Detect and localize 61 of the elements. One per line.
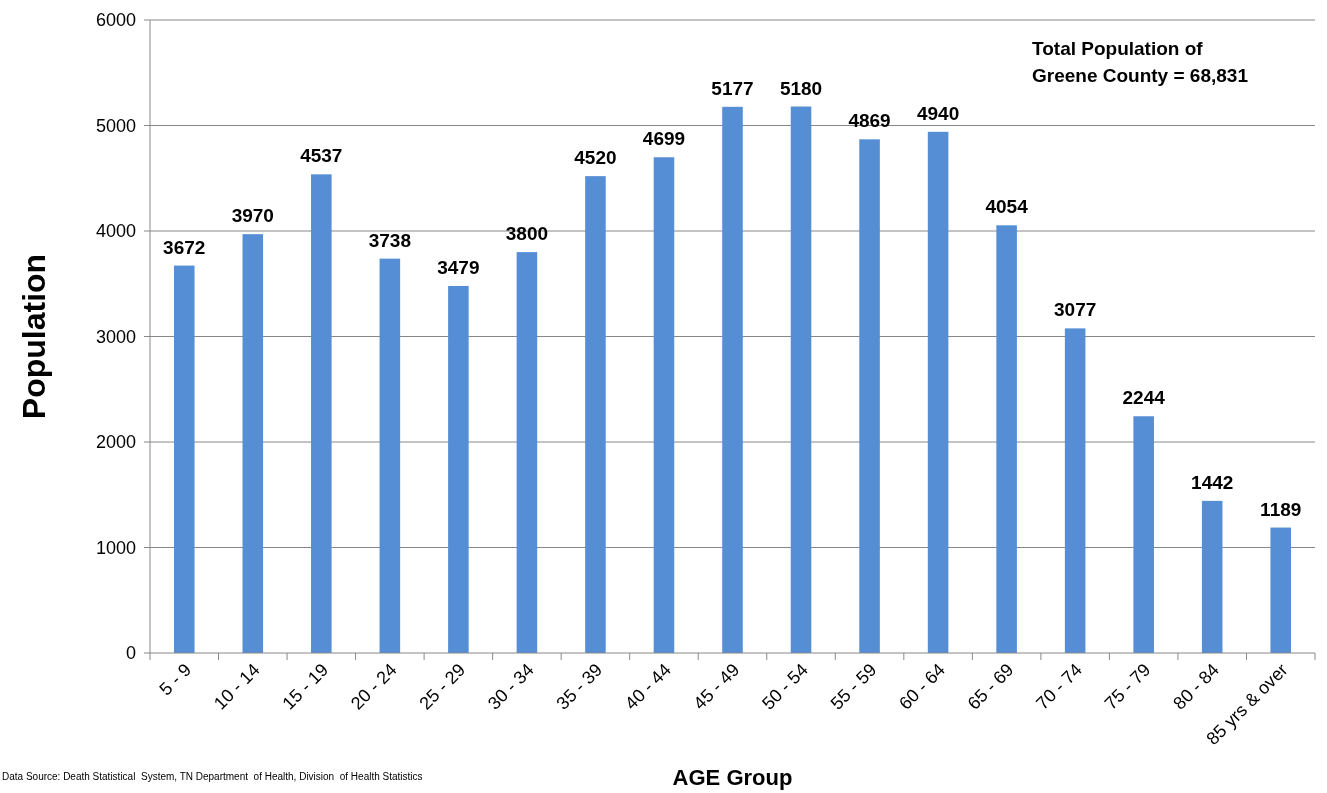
y-tick-label: 0: [125, 643, 136, 664]
x-tick-label: 55 - 59: [826, 659, 881, 714]
data-label: 3800: [505, 223, 549, 245]
bar: [311, 174, 332, 653]
x-tick-label: 60 - 64: [895, 659, 949, 714]
x-tick-label: 50 - 54: [758, 659, 812, 714]
data-label: 3479: [437, 256, 480, 278]
data-label: 3077: [1054, 299, 1097, 321]
bar: [790, 106, 812, 653]
y-tick-label: 5000: [95, 115, 136, 136]
x-tick-label: 40 - 44: [621, 659, 675, 714]
data-label: 4537: [300, 145, 343, 167]
bar: [927, 131, 949, 653]
x-tick-label: 35 - 39: [552, 659, 607, 714]
data-label: 3970: [231, 205, 274, 227]
data-label: 5177: [711, 77, 754, 99]
data-label: 4699: [642, 128, 686, 150]
x-tick-label: 65 - 69: [963, 659, 1018, 714]
bar: [242, 234, 264, 653]
bar: [516, 252, 538, 653]
y-tick-label: 6000: [95, 10, 136, 31]
x-tick-label: 20 - 24: [346, 659, 401, 714]
data-label: 5180: [779, 77, 823, 99]
source-note: Data Source: Death Statistical System, TN Department of Health, Division of Health Statistics: [2, 771, 423, 782]
x-tick-label: 10 - 14: [209, 659, 264, 714]
data-label: 4869: [848, 110, 891, 132]
x-tick-label: 15 - 19: [278, 659, 333, 714]
bar: [1064, 328, 1086, 653]
x-axis-title: AGE Group: [672, 765, 793, 790]
bar: [653, 157, 675, 653]
x-tick-label: 45 - 49: [689, 659, 744, 714]
x-tick-label: 75 - 79: [1100, 659, 1155, 714]
bar: [379, 258, 401, 653]
bar: [1201, 500, 1223, 653]
data-label: 1189: [1260, 498, 1302, 520]
data-label: 4054: [985, 196, 1029, 218]
x-tick-label: 70 - 74: [1032, 659, 1086, 714]
bar: [1270, 527, 1292, 653]
data-label: 2244: [1122, 387, 1166, 409]
annotation: Total Population of Greene County = 68,831: [1032, 38, 1249, 86]
bar: [722, 106, 743, 653]
y-tick-label: 3000: [95, 326, 136, 347]
bar: [859, 139, 880, 653]
bar: [173, 265, 195, 653]
x-tick-label: 30 - 34: [483, 659, 538, 714]
bar: [585, 176, 606, 653]
data-label: 3672: [163, 236, 206, 258]
x-tick-label: 80 - 84: [1169, 659, 1224, 714]
bar: [1133, 416, 1154, 653]
data-label: 4940: [916, 102, 960, 124]
bar: [996, 225, 1017, 653]
data-label: 4520: [574, 147, 617, 169]
y-axis-title: Population: [16, 253, 52, 420]
bar: [448, 285, 469, 653]
data-label: 1442: [1191, 471, 1234, 493]
y-tick-label: 4000: [95, 221, 136, 242]
x-tick-label: 5 - 9: [155, 659, 196, 700]
data-label: 3738: [368, 229, 411, 251]
y-tick-label: 2000: [95, 432, 136, 453]
x-tick-label: 25 - 29: [415, 659, 470, 714]
y-tick-label: 1000: [95, 537, 136, 558]
